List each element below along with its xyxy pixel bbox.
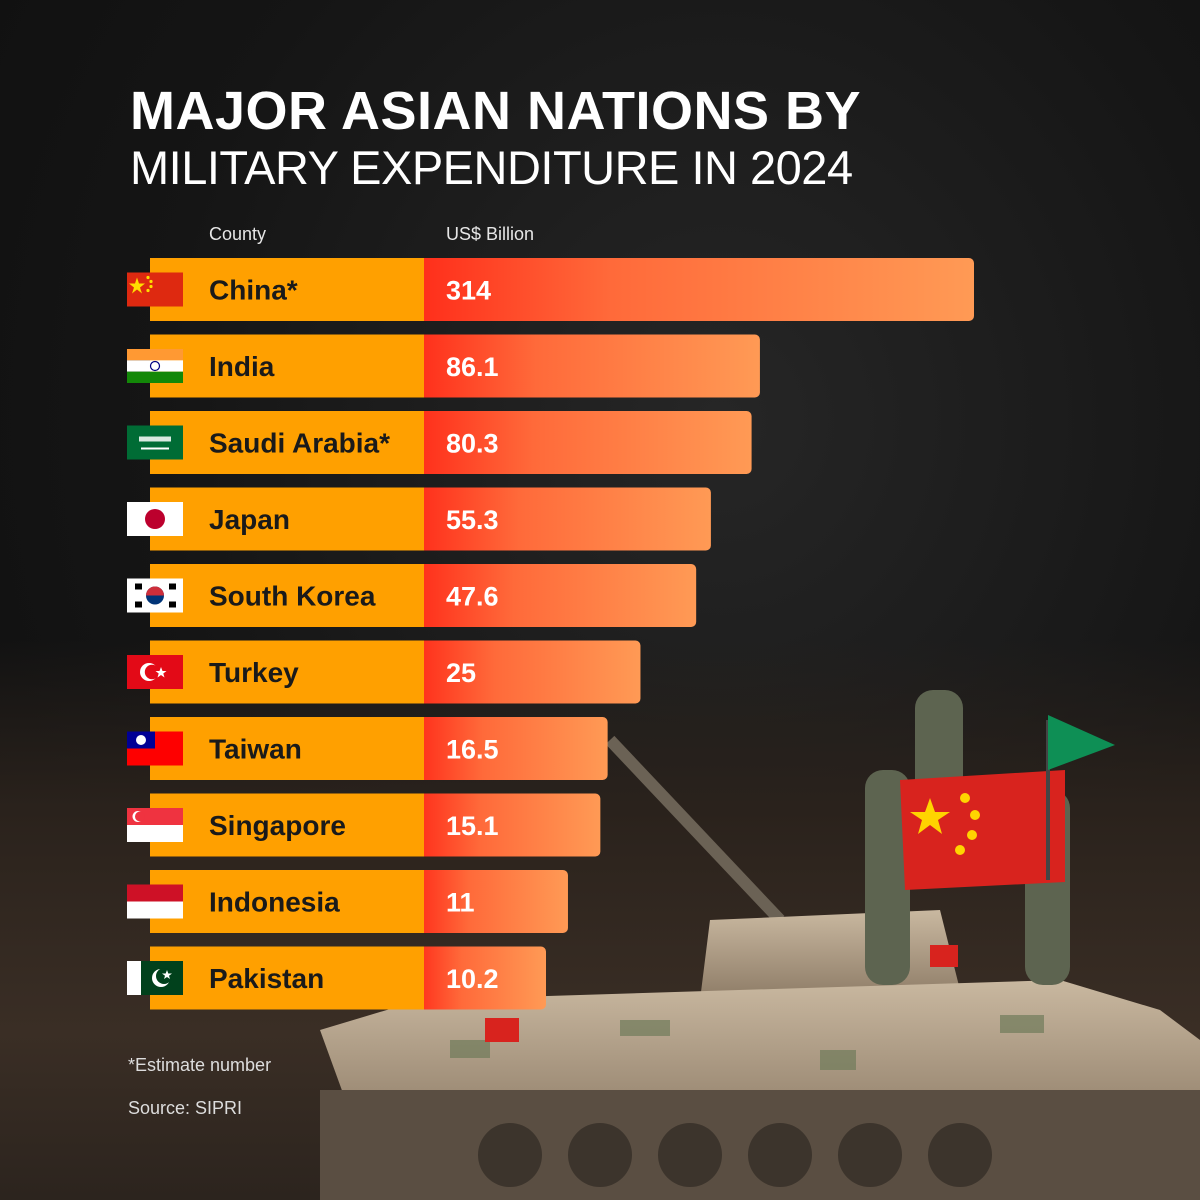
country-label-taiwan: Taiwan — [209, 734, 302, 765]
turkey-flag-icon — [127, 655, 183, 689]
label-bar-saudi-arabia — [150, 411, 424, 474]
japan-flag-icon — [127, 502, 183, 536]
bar-row-china: China* 314 — [127, 258, 974, 321]
title-line-1: MAJOR ASIAN NATIONS BY — [130, 81, 862, 141]
bar-row-india: India 86.1 — [127, 334, 760, 398]
column-header-country: County — [209, 224, 267, 244]
value-bar-japan — [416, 487, 711, 551]
bar-row-japan: Japan 55.3 — [127, 487, 711, 551]
value-bar-india — [416, 334, 760, 398]
column-header-value: US$ Billion — [446, 224, 535, 244]
label-bar-south-korea — [150, 564, 424, 627]
value-bar-pakistan — [416, 946, 546, 1010]
label-bar-taiwan — [150, 717, 424, 780]
value-label-taiwan: 16.5 — [446, 735, 499, 765]
value-label-japan: 55.3 — [446, 505, 499, 535]
bar-row-indonesia: Indonesia 11 — [127, 870, 568, 933]
value-bar-taiwan — [416, 717, 608, 780]
country-label-china: China* — [209, 275, 298, 306]
value-label-turkey: 25 — [446, 658, 476, 688]
singapore-flag-icon — [127, 808, 183, 842]
value-bar-south-korea — [416, 564, 697, 627]
armored-vehicle-scene — [320, 690, 1200, 1200]
value-bar-turkey — [416, 640, 641, 704]
country-label-singapore: Singapore — [209, 810, 346, 841]
south-korea-flag-icon — [127, 578, 183, 613]
value-label-india: 86.1 — [446, 352, 499, 382]
country-label-south-korea: South Korea — [209, 581, 376, 612]
taiwan-flag-icon — [127, 731, 183, 766]
value-label-saudi-arabia: 80.3 — [446, 429, 499, 459]
label-bar-singapore — [150, 793, 424, 857]
label-bar-pakistan — [150, 946, 424, 1010]
label-bar-india — [150, 334, 424, 398]
indonesia-flag-icon — [127, 884, 183, 919]
country-label-indonesia: Indonesia — [209, 887, 340, 918]
footnote: *Estimate number — [128, 1055, 272, 1075]
bar-row-south-korea: South Korea 47.6 — [127, 564, 697, 627]
saudi-arabia-flag-icon — [127, 425, 183, 460]
bar-row-saudi-arabia: Saudi Arabia* 80.3 — [127, 411, 752, 474]
value-bar-china — [416, 258, 974, 321]
label-bar-turkey — [150, 640, 424, 704]
title-line-2: MILITARY EXPENDITURE IN 2024 — [130, 141, 853, 194]
value-label-south-korea: 47.6 — [446, 582, 499, 612]
value-label-pakistan: 10.2 — [446, 964, 499, 994]
value-bar-saudi-arabia — [416, 411, 752, 474]
value-bar-indonesia — [416, 870, 568, 933]
country-label-india: India — [209, 351, 275, 382]
country-label-pakistan: Pakistan — [209, 963, 324, 994]
bar-row-taiwan: Taiwan 16.5 — [127, 717, 608, 780]
label-bar-japan — [150, 487, 424, 551]
china-flag-icon — [127, 272, 183, 307]
value-bar-singapore — [416, 793, 601, 857]
bar-row-singapore: Singapore 15.1 — [127, 793, 601, 857]
bar-row-turkey: Turkey 25 — [127, 640, 641, 704]
bar-row-pakistan: Pakistan 10.2 — [127, 946, 546, 1010]
value-label-china: 314 — [446, 276, 491, 306]
label-bar-china — [150, 258, 424, 321]
country-label-turkey: Turkey — [209, 657, 299, 688]
value-label-indonesia: 11 — [446, 888, 475, 918]
pakistan-flag-icon — [127, 961, 183, 995]
india-flag-icon — [127, 349, 183, 383]
country-label-japan: Japan — [209, 504, 290, 535]
country-label-saudi-arabia: Saudi Arabia* — [209, 428, 390, 459]
label-bar-indonesia — [150, 870, 424, 933]
source-note: Source: SIPRI — [128, 1098, 243, 1118]
value-label-singapore: 15.1 — [446, 811, 499, 841]
